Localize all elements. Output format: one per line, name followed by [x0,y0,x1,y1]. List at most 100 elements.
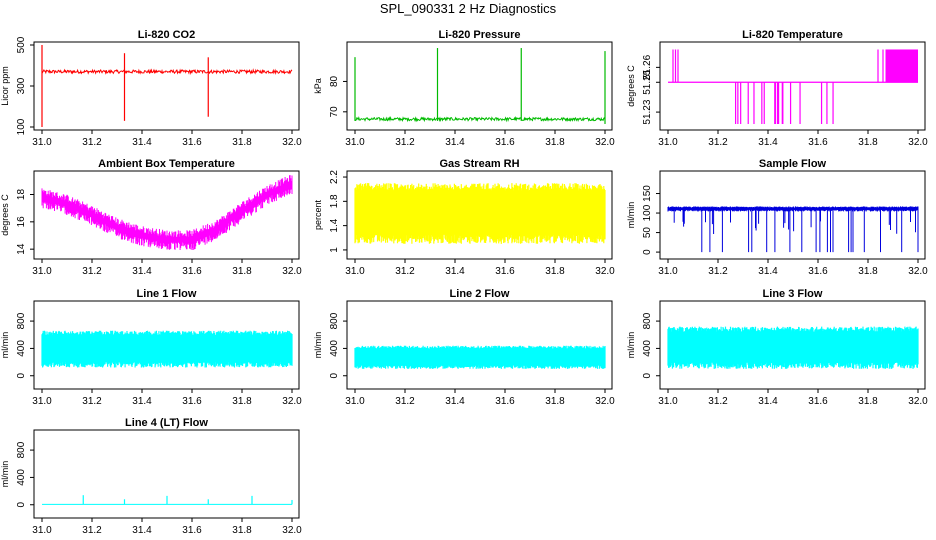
x-tick-label: 31.0 [345,137,365,148]
panel-title: Gas Stream RH [439,158,519,170]
y-tick-label: 500 [16,36,27,53]
data-line [667,206,919,253]
series-co2 [41,45,293,127]
y-tick-label: 0 [642,249,653,255]
plot-frame [659,170,926,260]
y-axis-label: ml/min [626,202,636,229]
x-tick-label: 31.4 [758,137,778,148]
panel-sample: Sample Flow ml/min 31.0 31.2 31.4 31.6 31.8 32.… [626,158,928,277]
y-axis-label: ml/min [0,461,10,488]
data-band [354,345,606,369]
panel-line1: Line 1 Flow ml/min 31.0 31.2 31.4 31.6 31.8 32.… [0,288,302,407]
x-tick-label: 31.0 [658,396,678,407]
x-tick-label: 31.0 [345,266,365,277]
x-tick-label: 31.6 [808,137,828,148]
y-tick-label: 150 [642,185,653,202]
data-line [668,49,918,125]
y-tick-label: 400 [642,340,653,357]
y-tick-label: 1.4 [329,218,340,232]
y-axis-label: ml/min [626,332,636,359]
panel-pressure: Li-820 Pressure kPa 31.0 31.2 31.4 31.6 31.8 32… [313,29,615,148]
x-tick-label: 31.6 [182,525,202,536]
x-tick-label: 31.6 [182,266,202,277]
x-tick-label: 31.2 [708,266,728,277]
y-tick-label: 800 [16,312,27,329]
series-ambient [41,175,293,250]
y-tick-label: 1.8 [329,194,340,208]
y-tick-label: 14 [16,243,27,255]
y-tick-label: 400 [16,340,27,357]
x-tick-label: 31.0 [32,266,52,277]
data-line [41,68,293,75]
y-axis-label: ml/min [0,332,10,359]
x-tick-label: 31.6 [495,266,515,277]
x-tick-label: 31.8 [545,396,565,407]
y-tick-label: 0 [16,373,27,379]
x-tick-label: 31.4 [132,137,152,148]
y-tick-label: 2.2 [329,170,340,184]
plot-frame [33,170,300,260]
x-tick-label: 31.0 [658,137,678,148]
x-tick-label: 31.8 [232,266,252,277]
series-rh [354,183,606,244]
x-tick-label: 31.2 [82,266,102,277]
y-axis-label: degrees C [0,194,10,236]
page-title: SPL_090331 2 Hz Diagnostics [379,1,557,16]
x-tick-label: 31.6 [808,396,828,407]
y-tick-label: 400 [329,340,340,357]
series-line1 [41,330,293,368]
panel-title: Line 1 Flow [137,288,197,300]
data-band [354,183,606,244]
x-tick-label: 31.4 [132,396,152,407]
x-tick-label: 31.4 [445,137,465,148]
y-tick-label: 0 [329,373,340,379]
y-axis-label: kPa [313,78,323,94]
x-tick-label: 31.2 [708,396,728,407]
series-line2 [354,345,606,369]
y-tick-label: 300 [16,77,27,94]
x-tick-label: 31.8 [858,266,878,277]
plot-frame [33,41,300,131]
panel-line3: Line 3 Flow ml/min 31.0 31.2 31.4 31.6 31.8 32.… [626,288,928,407]
x-tick-label: 31.4 [132,266,152,277]
y-axis-label: degrees C [626,65,636,107]
x-tick-label: 32.0 [908,396,928,407]
plot-frame [659,300,926,390]
x-tick-label: 31.8 [232,525,252,536]
y-tick-label: 800 [642,312,653,329]
y-tick-label: 51.25 [642,69,653,94]
x-tick-label: 32.0 [282,525,302,536]
y-tick-label: 800 [329,312,340,329]
y-tick-label: 100 [642,204,653,221]
y-tick-label: 800 [16,441,27,458]
y-tick-label: 400 [16,469,27,486]
y-tick-label: 100 [16,118,27,135]
x-tick-label: 31.8 [232,396,252,407]
x-tick-label: 32.0 [595,137,615,148]
y-tick-label: 1 [329,247,340,253]
panel-temperature: Li-820 Temperature degrees C 31.0 31.2 31.4 3… [626,29,928,148]
x-tick-label: 32.0 [595,266,615,277]
x-tick-label: 32.0 [595,396,615,407]
series-sample [667,206,919,253]
x-tick-label: 32.0 [282,396,302,407]
y-tick-label: 70 [329,106,340,118]
plot-frame [346,41,613,131]
plot-frame [659,41,926,131]
data-band [41,330,293,368]
x-tick-label: 31.0 [345,396,365,407]
x-tick-label: 31.4 [132,525,152,536]
x-tick-label: 31.4 [758,396,778,407]
x-tick-label: 31.8 [232,137,252,148]
panel-title: Line 3 Flow [763,288,823,300]
panel-title: Li-820 Pressure [439,29,521,41]
y-tick-label: 50 [642,227,653,239]
data-line [354,115,606,123]
x-tick-label: 31.2 [395,396,415,407]
x-tick-label: 31.0 [32,137,52,148]
x-tick-label: 31.8 [858,137,878,148]
data-line [41,175,293,250]
x-tick-label: 31.2 [82,525,102,536]
x-tick-label: 31.2 [82,396,102,407]
x-tick-label: 32.0 [908,137,928,148]
